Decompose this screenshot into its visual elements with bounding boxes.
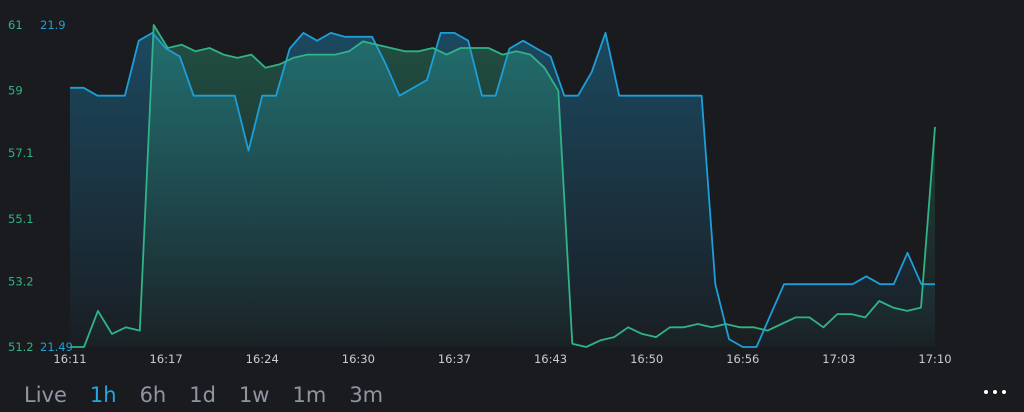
y-right-tick-label: 21.9 — [40, 18, 66, 32]
y-left-tick-label: 59 — [8, 84, 23, 98]
range-option-1m[interactable]: 1m — [292, 383, 327, 407]
range-option-1d[interactable]: 1d — [189, 383, 216, 407]
x-tick-label: 16:50 — [630, 352, 663, 366]
y-left-tick-label: 53.2 — [8, 274, 34, 288]
more-dot — [984, 390, 988, 394]
series-area — [70, 25, 935, 347]
x-tick-label: 17:10 — [918, 352, 951, 366]
x-tick-label: 16:11 — [53, 352, 86, 366]
x-tick-label: 16:30 — [342, 352, 375, 366]
y-right-tick-label: 21.49 — [40, 340, 73, 354]
x-tick-label: 16:37 — [438, 352, 471, 366]
y-left-tick-label: 55.1 — [8, 212, 34, 226]
x-tick-label: 17:03 — [822, 352, 855, 366]
y-left-tick-label: 61 — [8, 18, 23, 32]
x-tick-label: 16:56 — [726, 352, 759, 366]
range-option-6h[interactable]: 6h — [139, 383, 167, 407]
more-horizontal-icon[interactable] — [984, 382, 1006, 402]
y-left-tick-label: 51.2 — [8, 340, 34, 354]
series-line — [70, 24, 936, 348]
x-tick-label: 16:24 — [246, 352, 279, 366]
range-option-3m[interactable]: 3m — [349, 383, 384, 407]
more-dot — [993, 390, 997, 394]
series-line — [70, 32, 935, 348]
range-option-1w[interactable]: 1w — [238, 383, 270, 407]
chart-svg: 61 59 57.1 55.1 53.2 51.2 21.9 21.49 16:11 16:1… — [8, 18, 952, 366]
range-option-live[interactable]: Live — [24, 383, 67, 407]
x-tick-label: 16:43 — [534, 352, 567, 366]
more-dot — [1002, 390, 1006, 394]
time-range-selector: Live 1h 6h 1d 1w 1m 3m — [24, 378, 406, 412]
y-left-tick-label: 57.1 — [8, 146, 34, 160]
range-option-1h[interactable]: 1h — [89, 383, 117, 407]
x-tick-label: 16:17 — [150, 352, 183, 366]
